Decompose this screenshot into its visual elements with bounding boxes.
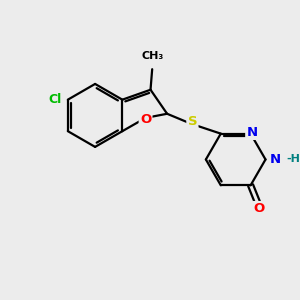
Text: O: O bbox=[253, 202, 265, 215]
Text: O: O bbox=[140, 113, 151, 126]
Text: CH₃: CH₃ bbox=[141, 51, 163, 61]
Text: S: S bbox=[188, 115, 197, 128]
Text: -H: -H bbox=[286, 154, 300, 164]
Text: N: N bbox=[247, 126, 258, 139]
Text: N: N bbox=[270, 153, 281, 166]
Text: Cl: Cl bbox=[49, 93, 62, 106]
